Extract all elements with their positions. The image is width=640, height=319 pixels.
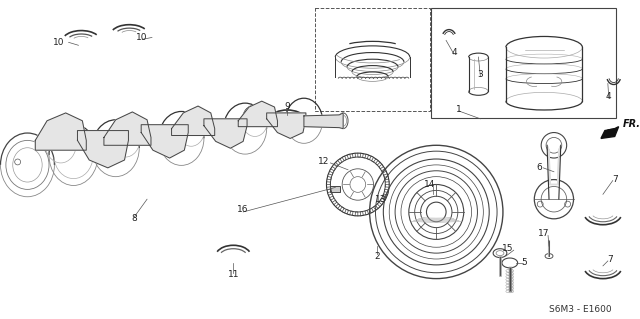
Text: 6: 6: [536, 163, 542, 172]
Text: 14: 14: [424, 180, 435, 189]
Polygon shape: [267, 113, 306, 138]
Bar: [315, 8, 430, 111]
Text: 11: 11: [228, 270, 239, 279]
Polygon shape: [304, 113, 343, 129]
Text: FR.: FR.: [623, 119, 640, 129]
Text: 15: 15: [502, 244, 513, 253]
Text: 13: 13: [374, 195, 386, 204]
Polygon shape: [141, 125, 188, 158]
Bar: [330, 187, 340, 192]
Text: 3: 3: [477, 70, 483, 79]
Polygon shape: [77, 130, 129, 168]
Polygon shape: [238, 101, 278, 127]
Text: 8: 8: [131, 214, 137, 223]
Polygon shape: [172, 106, 214, 136]
Text: 4: 4: [451, 48, 457, 57]
Text: 4: 4: [606, 92, 612, 101]
Text: 16: 16: [237, 204, 249, 213]
Polygon shape: [547, 145, 561, 184]
Text: 2: 2: [374, 252, 380, 261]
Polygon shape: [35, 113, 86, 150]
Text: 1: 1: [456, 105, 461, 114]
Polygon shape: [104, 112, 151, 145]
Polygon shape: [204, 119, 247, 148]
Text: 17: 17: [538, 229, 550, 238]
Text: 7: 7: [607, 256, 612, 264]
Bar: [431, 8, 616, 118]
Text: 10: 10: [53, 38, 65, 47]
Text: 7: 7: [612, 175, 618, 184]
Text: S6M3 - E1600: S6M3 - E1600: [549, 305, 612, 314]
Polygon shape: [601, 127, 619, 138]
Text: 12: 12: [318, 158, 329, 167]
Text: 10: 10: [136, 33, 148, 42]
Text: 5: 5: [522, 258, 527, 267]
Text: 9: 9: [284, 101, 290, 111]
